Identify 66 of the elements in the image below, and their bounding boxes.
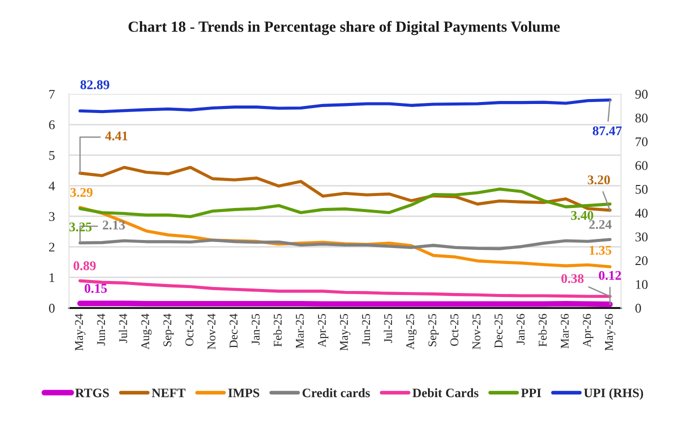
x-tick-label: Oct-25 — [450, 314, 458, 346]
y2-tick-label: 60 — [635, 161, 648, 170]
x-tick-label: Sep-25 — [428, 314, 439, 346]
y2-tick-label: 90 — [635, 90, 648, 99]
x-tick-label: Apr-25 — [318, 314, 328, 348]
x-tick-label: Nov-24 — [208, 314, 216, 350]
y2-tick-label: 70 — [636, 137, 648, 146]
data-label: 3.20 — [588, 175, 610, 184]
y-tick-label: 1 — [50, 273, 54, 282]
y2-tick-label: 20 — [635, 256, 648, 266]
x-tick-label: May-24 — [75, 314, 86, 351]
y-tick-label: 4 — [48, 182, 55, 190]
y2-tick-label: 40 — [635, 208, 648, 218]
x-tick-label: Jul-25 — [384, 314, 392, 343]
x-tick-label: Dec-24 — [230, 314, 238, 348]
x-tick-label: Jul-24 — [118, 314, 128, 343]
y2-tick-label: 80 — [635, 114, 648, 122]
data-label: 3.25 — [69, 222, 92, 232]
data-label: 2.24 — [589, 220, 612, 229]
y2-tick-label: 0 — [635, 304, 641, 313]
y-tick-label: 6 — [49, 120, 55, 130]
legend-label: RTGS — [75, 388, 109, 398]
x-tick-label: Aug-24 — [141, 314, 152, 350]
data-label: 87.47 — [592, 126, 622, 136]
x-tick-label: Jan-25 — [252, 314, 260, 345]
x-tick-label: May-25 — [340, 314, 350, 351]
data-label: 2.13 — [102, 220, 125, 230]
data-label: 0.89 — [74, 261, 96, 270]
x-tick-label: Jan-26 — [516, 314, 525, 345]
x-tick-label: Dec-25 — [494, 314, 503, 348]
legend-label: NEFT — [152, 388, 186, 398]
data-label: 0.38 — [561, 274, 584, 284]
legend-label: IMPS — [228, 388, 260, 398]
data-label: 0.12 — [598, 270, 621, 280]
y-tick-label: 7 — [49, 90, 55, 99]
y-tick-label: 0 — [49, 304, 55, 313]
data-label: 3.29 — [70, 188, 92, 197]
x-tick-label: Jun-24 — [97, 314, 106, 346]
data-label: 0.15 — [84, 284, 107, 293]
y-tick-label: 3 — [49, 212, 55, 221]
data-label: 1.35 — [590, 246, 612, 255]
data-label: 3.40 — [571, 210, 594, 220]
x-tick-label: Feb-26 — [538, 314, 547, 347]
y-tick-label: 5 — [49, 151, 55, 160]
y2-tick-label: 30 — [636, 232, 648, 242]
x-tick-label: Sep-24 — [163, 314, 174, 346]
data-label: 4.41 — [105, 132, 128, 140]
line-series — [78, 98, 612, 114]
x-tick-label: Mar-25 — [296, 314, 304, 348]
legend-label: PPI — [521, 388, 542, 398]
x-tick-label: Jun-25 — [362, 314, 370, 346]
x-tick-label: Apr-26 — [582, 314, 594, 348]
y2-tick-label: 10 — [636, 280, 648, 289]
y2-tick-label: 50 — [636, 184, 648, 194]
x-tick-label: Oct-24 — [185, 314, 194, 346]
x-tick-label: Feb-25 — [273, 314, 282, 347]
x-tick-label: Aug-25 — [406, 314, 417, 350]
legend-label: Debit Cards — [412, 388, 478, 398]
y-tick-label: 2 — [49, 242, 54, 252]
data-label: 82.89 — [80, 80, 110, 90]
x-tick-label: Mar-26 — [560, 314, 569, 348]
legend-label: UPI (RHS) — [584, 388, 644, 400]
chart-title: Chart 18 - Trends in Percentage share of Digital Payments Volume — [128, 20, 560, 36]
x-tick-label: Nov-25 — [472, 314, 480, 350]
x-tick-label: May-26 — [604, 314, 616, 351]
legend-label: Credit cards — [302, 388, 370, 398]
